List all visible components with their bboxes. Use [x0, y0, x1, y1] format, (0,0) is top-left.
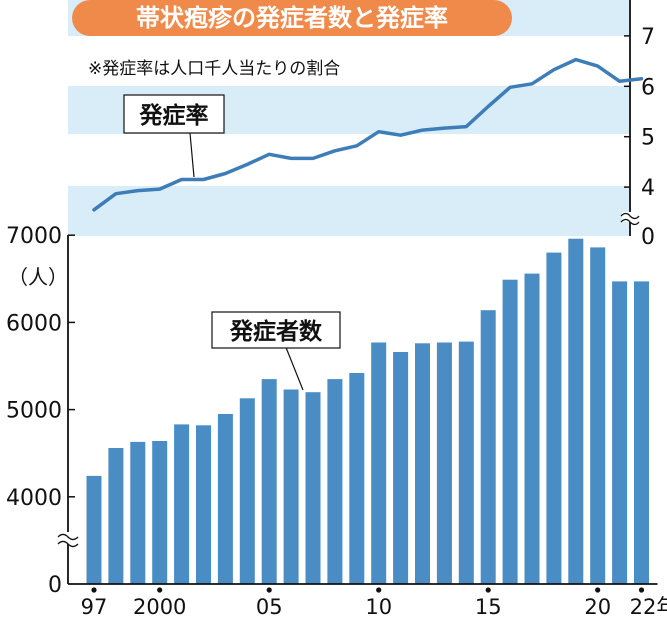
count-bar	[86, 475, 102, 584]
rate-tick-label: 5	[641, 126, 655, 151]
count-bar	[152, 441, 168, 584]
count-tick-label: 6000	[6, 311, 62, 336]
rate-tick-label: 6	[641, 75, 655, 100]
x-tick-dot	[266, 587, 272, 593]
rate-tick-label: 7	[641, 25, 655, 50]
count-bar	[568, 238, 584, 584]
count-tick-label: 5000	[6, 399, 62, 424]
rate-line	[92, 57, 644, 212]
chart-title: 帯状疱疹の発症者数と発症率	[136, 4, 448, 32]
count-bar	[415, 343, 430, 584]
x-tick-label: 10	[365, 595, 392, 619]
count-callout: 発症者数	[211, 311, 341, 391]
count-bar	[590, 247, 606, 584]
rate-note: ※発症率は人口千人当たりの割合	[88, 59, 340, 79]
x-tick-label: 15	[475, 595, 502, 619]
count-bar	[130, 441, 146, 584]
count-y-axis: 7000 6000 5000 4000 0	[6, 224, 79, 598]
rate-callout-label: 発症率	[139, 102, 209, 129]
count-bar	[108, 448, 124, 584]
rate-callout: 発症率	[123, 94, 225, 178]
count-bar	[305, 392, 321, 584]
count-bar	[261, 379, 277, 584]
x-tick-dot	[595, 587, 601, 593]
count-y-unit: （人）	[8, 265, 68, 289]
count-bar	[349, 373, 365, 584]
count-bars	[86, 238, 649, 584]
count-bar	[546, 252, 562, 584]
rate-band	[68, 186, 630, 236]
rate-callout-leader	[189, 132, 195, 178]
count-bar	[371, 342, 387, 584]
x-tick-label: 97	[81, 595, 108, 619]
count-bar	[480, 310, 496, 584]
rate-y-axis: 7 6 5 4 0	[620, 0, 655, 250]
x-tick-label: 05	[256, 595, 283, 619]
rate-axis-break-gap	[622, 212, 638, 222]
count-bar	[327, 379, 343, 584]
title-banner: 帯状疱疹の発症者数と発症率	[72, 0, 512, 36]
count-bar	[393, 352, 409, 584]
rate-tick-label: 4	[641, 176, 655, 201]
count-bar	[524, 273, 540, 584]
count-bar	[283, 389, 299, 584]
x-tick-label: 20	[584, 595, 611, 619]
count-bar	[217, 414, 233, 584]
x-tick-dot	[376, 587, 382, 593]
count-axis-break	[57, 533, 79, 548]
rate-callout-box	[123, 94, 225, 134]
x-tick-dot	[157, 587, 163, 593]
count-callout-leader	[284, 344, 304, 391]
count-callout-box	[211, 311, 341, 349]
count-tick-label: 4000	[6, 486, 62, 511]
x-axis: 97 2000 05 10 15 20 22年	[68, 583, 667, 619]
count-bar	[612, 281, 628, 584]
count-bar	[458, 341, 474, 584]
count-callout-label: 発症者数	[229, 318, 323, 345]
x-tick-label: 22年	[630, 595, 667, 619]
count-bar	[196, 425, 211, 584]
count-tick-label: 0	[48, 573, 62, 598]
count-bar	[634, 281, 649, 584]
x-tick-label: 2000	[133, 595, 186, 619]
count-bar	[239, 398, 255, 584]
x-tick-dot	[91, 587, 97, 593]
count-bar	[436, 342, 452, 584]
rate-axis-break	[620, 212, 640, 226]
count-tick-label: 7000	[6, 224, 62, 249]
x-tick-dot	[485, 587, 491, 593]
count-bar	[174, 424, 190, 584]
rate-tick-label: 0	[641, 225, 655, 250]
title-background	[72, 0, 512, 36]
count-bar	[502, 279, 518, 584]
x-tick-dot	[638, 587, 645, 593]
